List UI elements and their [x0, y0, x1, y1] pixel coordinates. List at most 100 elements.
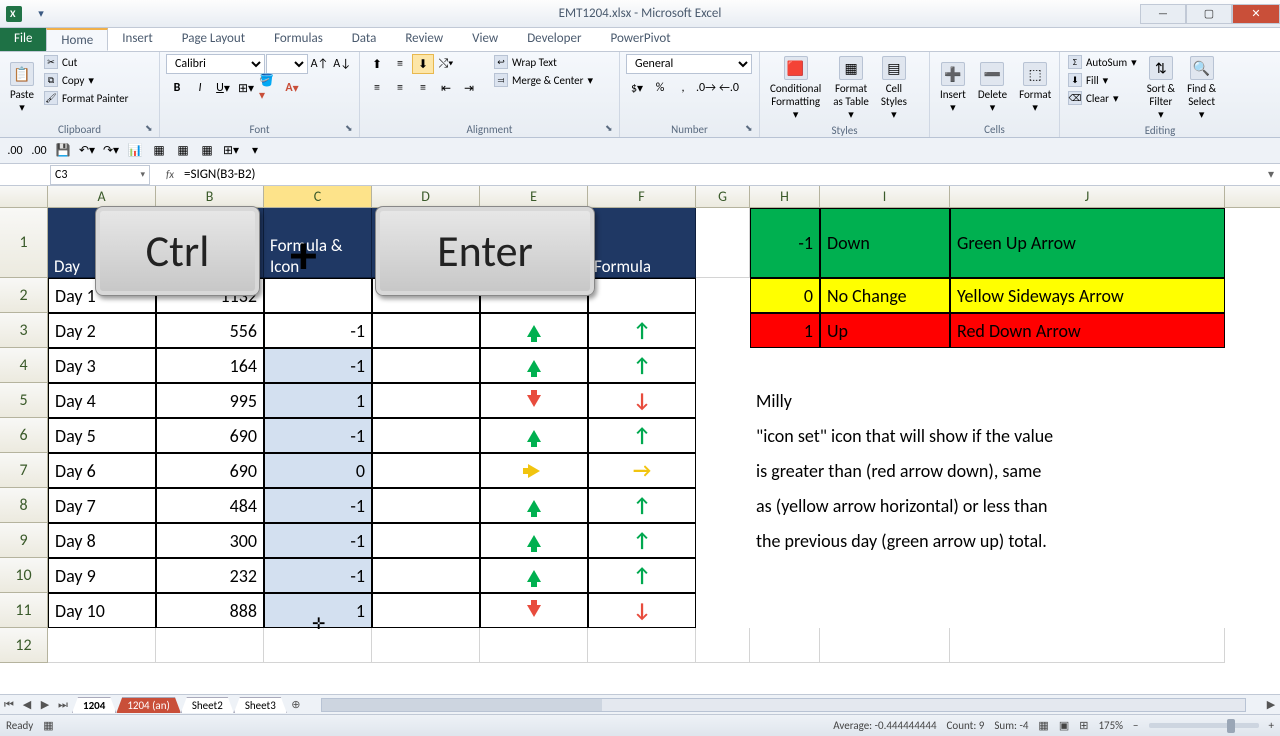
- view-layout-button[interactable]: ▣: [1059, 719, 1069, 732]
- orientation-button[interactable]: ⤭▾: [435, 54, 457, 74]
- decrease-decimal-button[interactable]: ←.0: [718, 78, 740, 98]
- tab-powerpivot[interactable]: PowerPivot: [596, 28, 685, 51]
- hscroll-thumb[interactable]: [322, 699, 602, 711]
- qat-table1[interactable]: ▦: [148, 141, 170, 161]
- tab-developer[interactable]: Developer: [513, 28, 596, 51]
- sheet-nav-prev[interactable]: ◀: [18, 696, 36, 714]
- column-header[interactable]: E: [480, 186, 588, 207]
- font-size-select[interactable]: 11: [266, 54, 308, 74]
- border-button[interactable]: ⊞▾: [235, 78, 257, 98]
- column-header[interactable]: I: [820, 186, 950, 207]
- minimize-button[interactable]: —: [1140, 4, 1186, 24]
- paste-button[interactable]: 📋Paste▾: [6, 54, 38, 122]
- sheet-tab-sheet3[interactable]: Sheet3: [234, 697, 287, 713]
- sheet-nav-first[interactable]: ⏮: [0, 696, 18, 714]
- view-break-button[interactable]: ⊞: [1079, 719, 1088, 732]
- insert-cells-button[interactable]: ➕Insert▾: [936, 54, 970, 122]
- column-header[interactable]: H: [750, 186, 820, 207]
- zoom-level[interactable]: 175%: [1098, 719, 1123, 732]
- wrap-text-button[interactable]: ↩Wrap Text: [492, 54, 595, 70]
- format-as-table-button[interactable]: ▦Format as Table▾: [829, 54, 873, 123]
- qat-table2[interactable]: ▦: [172, 141, 194, 161]
- name-box[interactable]: C3: [50, 165, 150, 185]
- qat-chart[interactable]: 📊: [124, 141, 146, 161]
- worksheet-grid[interactable]: ABCDEFGHIJ 1DayFormula & IconFormula-1Do…: [0, 186, 1280, 694]
- formula-input[interactable]: [180, 165, 1262, 185]
- tab-review[interactable]: Review: [391, 28, 458, 51]
- alignment-launcher-icon[interactable]: ⬊: [605, 123, 617, 135]
- zoom-in-button[interactable]: +: [1269, 719, 1274, 732]
- cell-styles-button[interactable]: ▤Cell Styles▾: [877, 54, 911, 123]
- view-normal-button[interactable]: ▦: [1038, 719, 1048, 732]
- autosum-button[interactable]: ΣAutoSum▾: [1066, 54, 1139, 70]
- horizontal-scrollbar[interactable]: [321, 698, 1246, 712]
- tab-data[interactable]: Data: [338, 28, 392, 51]
- sheet-tab-sheet2[interactable]: Sheet2: [181, 697, 234, 713]
- qat-increase-decimal[interactable]: .00: [28, 141, 50, 161]
- qat-more[interactable]: ▾: [244, 141, 266, 161]
- tab-insert[interactable]: Insert: [108, 28, 168, 51]
- delete-cells-button[interactable]: ➖Delete▾: [974, 54, 1011, 122]
- sheet-nav-next[interactable]: ▶: [36, 696, 54, 714]
- font-color-button[interactable]: A▾: [281, 78, 303, 98]
- column-header[interactable]: C: [264, 186, 372, 207]
- font-name-select[interactable]: Calibri: [166, 54, 265, 74]
- maximize-button[interactable]: ▢: [1186, 4, 1232, 24]
- sheet-nav-last[interactable]: ⏭: [54, 696, 72, 714]
- qat-borders[interactable]: ⊞▾: [220, 141, 242, 161]
- column-header[interactable]: G: [696, 186, 750, 207]
- currency-button[interactable]: $▾: [626, 78, 648, 98]
- fill-button[interactable]: ⬇Fill▾: [1066, 72, 1139, 88]
- decrease-font-button[interactable]: A↓: [331, 54, 353, 74]
- qat-dropdown-icon[interactable]: ▾: [32, 5, 50, 23]
- zoom-slider[interactable]: [1149, 723, 1259, 728]
- qat-save[interactable]: 💾: [52, 141, 74, 161]
- column-header[interactable]: J: [950, 186, 1225, 207]
- formula-expand-icon[interactable]: ▾: [1262, 167, 1280, 182]
- qat-redo[interactable]: ↷▾: [100, 141, 122, 161]
- column-header[interactable]: D: [372, 186, 480, 207]
- align-bottom-button[interactable]: ⬇: [412, 54, 434, 74]
- percent-button[interactable]: %: [649, 78, 671, 98]
- zoom-out-button[interactable]: −: [1133, 719, 1138, 732]
- find-select-button[interactable]: 🔍Find & Select▾: [1183, 54, 1220, 123]
- copy-button[interactable]: ⧉Copy▾: [42, 72, 130, 88]
- fx-button[interactable]: fx: [160, 166, 180, 184]
- format-painter-button[interactable]: 🖌Format Painter: [42, 90, 130, 106]
- tab-file[interactable]: File: [0, 28, 46, 51]
- number-format-select[interactable]: General: [626, 54, 752, 74]
- increase-font-button[interactable]: A↑: [309, 54, 331, 74]
- underline-button[interactable]: U▾: [212, 78, 234, 98]
- align-left-button[interactable]: ≡: [366, 78, 388, 98]
- zoom-thumb[interactable]: [1227, 719, 1235, 733]
- close-button[interactable]: ✕: [1232, 4, 1280, 24]
- qat-decrease-decimal[interactable]: .00: [4, 141, 26, 161]
- font-launcher-icon[interactable]: ⬊: [345, 123, 357, 135]
- number-launcher-icon[interactable]: ⬊: [745, 123, 757, 135]
- tab-page-layout[interactable]: Page Layout: [168, 28, 260, 51]
- select-all-button[interactable]: [0, 186, 48, 207]
- align-right-button[interactable]: ≡: [412, 78, 434, 98]
- tab-home[interactable]: Home: [46, 28, 108, 51]
- column-header[interactable]: A: [48, 186, 156, 207]
- decrease-indent-button[interactable]: ⇤: [435, 78, 457, 98]
- hscroll-right[interactable]: ▶: [1262, 696, 1280, 714]
- sort-filter-button[interactable]: ⇅Sort & Filter▾: [1143, 54, 1179, 123]
- format-cells-button[interactable]: ⬚Format▾: [1015, 54, 1055, 122]
- bold-button[interactable]: B: [166, 78, 188, 98]
- clear-button[interactable]: ⌫Clear▾: [1066, 90, 1139, 106]
- sheet-tab-1204[interactable]: 1204: [72, 697, 116, 713]
- qat-table3[interactable]: ▦: [196, 141, 218, 161]
- italic-button[interactable]: I: [189, 78, 211, 98]
- macro-record-icon[interactable]: ▦: [43, 719, 53, 732]
- column-header[interactable]: F: [588, 186, 696, 207]
- clipboard-launcher-icon[interactable]: ⬊: [145, 123, 157, 135]
- fill-color-button[interactable]: 🪣▾: [258, 78, 280, 98]
- align-middle-button[interactable]: ≡: [389, 54, 411, 74]
- qat-undo[interactable]: ↶▾: [76, 141, 98, 161]
- conditional-formatting-button[interactable]: 🟥Conditional Formatting▾: [766, 54, 825, 123]
- column-header[interactable]: B: [156, 186, 264, 207]
- cut-button[interactable]: ✂Cut: [42, 54, 130, 70]
- increase-decimal-button[interactable]: .0→: [695, 78, 717, 98]
- merge-center-button[interactable]: ⫤Merge & Center▾: [492, 72, 595, 88]
